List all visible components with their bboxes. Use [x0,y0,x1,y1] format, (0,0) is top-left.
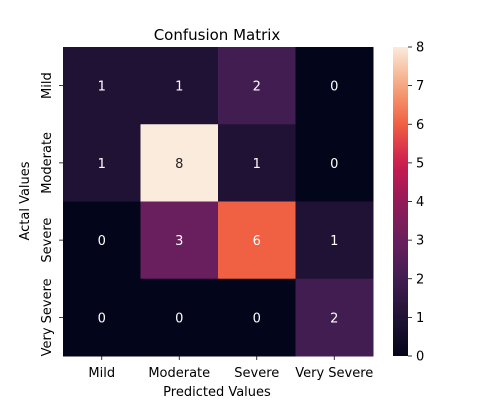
colorbar-tick-label: 4 [416,195,424,210]
y-axis-label: Actal Values [18,161,33,240]
colorbar-tick-label: 0 [416,350,424,365]
cell-value-label: 0 [253,311,261,326]
heatmap-cell [63,201,141,280]
y-axis-ticks: Mild Moderate Severe Very Severe [40,72,63,356]
cell-value-label: 1 [253,157,261,172]
heatmap-cell [218,124,296,202]
heatmap-cell [63,124,141,202]
heatmap-cell [295,278,374,357]
cell-value-label: 0 [98,311,106,326]
x-tick-label: Severe [234,366,279,381]
y-tick-label: Mild [40,72,55,99]
heatmap-cell [295,124,374,202]
cell-value-label: 1 [330,234,338,249]
heatmap-cell [295,201,374,280]
colorbar-tick-label: 5 [416,156,424,171]
x-tick-label: Very Severe [295,366,373,381]
x-tick-label: Mild [88,366,115,381]
cell-value-label: 0 [330,80,338,95]
cell-value-label: 1 [98,157,106,172]
heatmap-cell [140,278,219,357]
heatmap-cell [140,47,219,125]
cell-value-label: 2 [330,311,338,326]
y-tick-label: Moderate [40,132,55,194]
colorbar-tick-label: 1 [416,311,424,326]
x-axis-ticks: Mild Moderate Severe Very Severe [88,356,373,381]
cell-value-label: 0 [175,311,183,326]
heatmap-cell [63,278,141,357]
chart-title: Confusion Matrix [154,26,281,44]
heatmap-cell [218,278,296,357]
y-tick-label: Severe [40,218,55,263]
heatmap-cell [218,47,296,125]
cell-value-label: 8 [175,157,183,172]
colorbar-tick-label: 3 [416,234,424,249]
cell-value-label: 1 [98,80,106,95]
cell-value-label: 0 [98,234,106,249]
cell-value-label: 2 [253,80,261,95]
x-tick-label: Moderate [148,366,210,381]
cell-value-label: 0 [330,157,338,172]
heatmap-cell [140,201,219,280]
y-tick-label: Very Severe [40,278,55,356]
cell-value-label: 1 [175,80,183,95]
colorbar-gradient [393,47,408,356]
heatmap-cell [140,124,219,202]
colorbar-tick-label: 7 [416,79,424,94]
heatmap-cell [218,201,296,280]
colorbar-tick-label: 8 [416,41,424,56]
heatmap-cell [63,47,141,125]
colorbar-tick-label: 6 [416,118,424,133]
heatmap-cells: 1 1 2 0 1 8 1 0 0 3 6 1 0 0 0 2 [63,47,374,357]
colorbar-tick-label: 2 [416,272,424,287]
cell-value-label: 3 [175,234,183,249]
colorbar: 0 1 2 3 4 5 6 7 8 [393,41,424,365]
cell-value-label: 6 [253,234,261,249]
heatmap-cell [295,47,374,125]
x-axis-label: Predicted Values [163,385,271,400]
